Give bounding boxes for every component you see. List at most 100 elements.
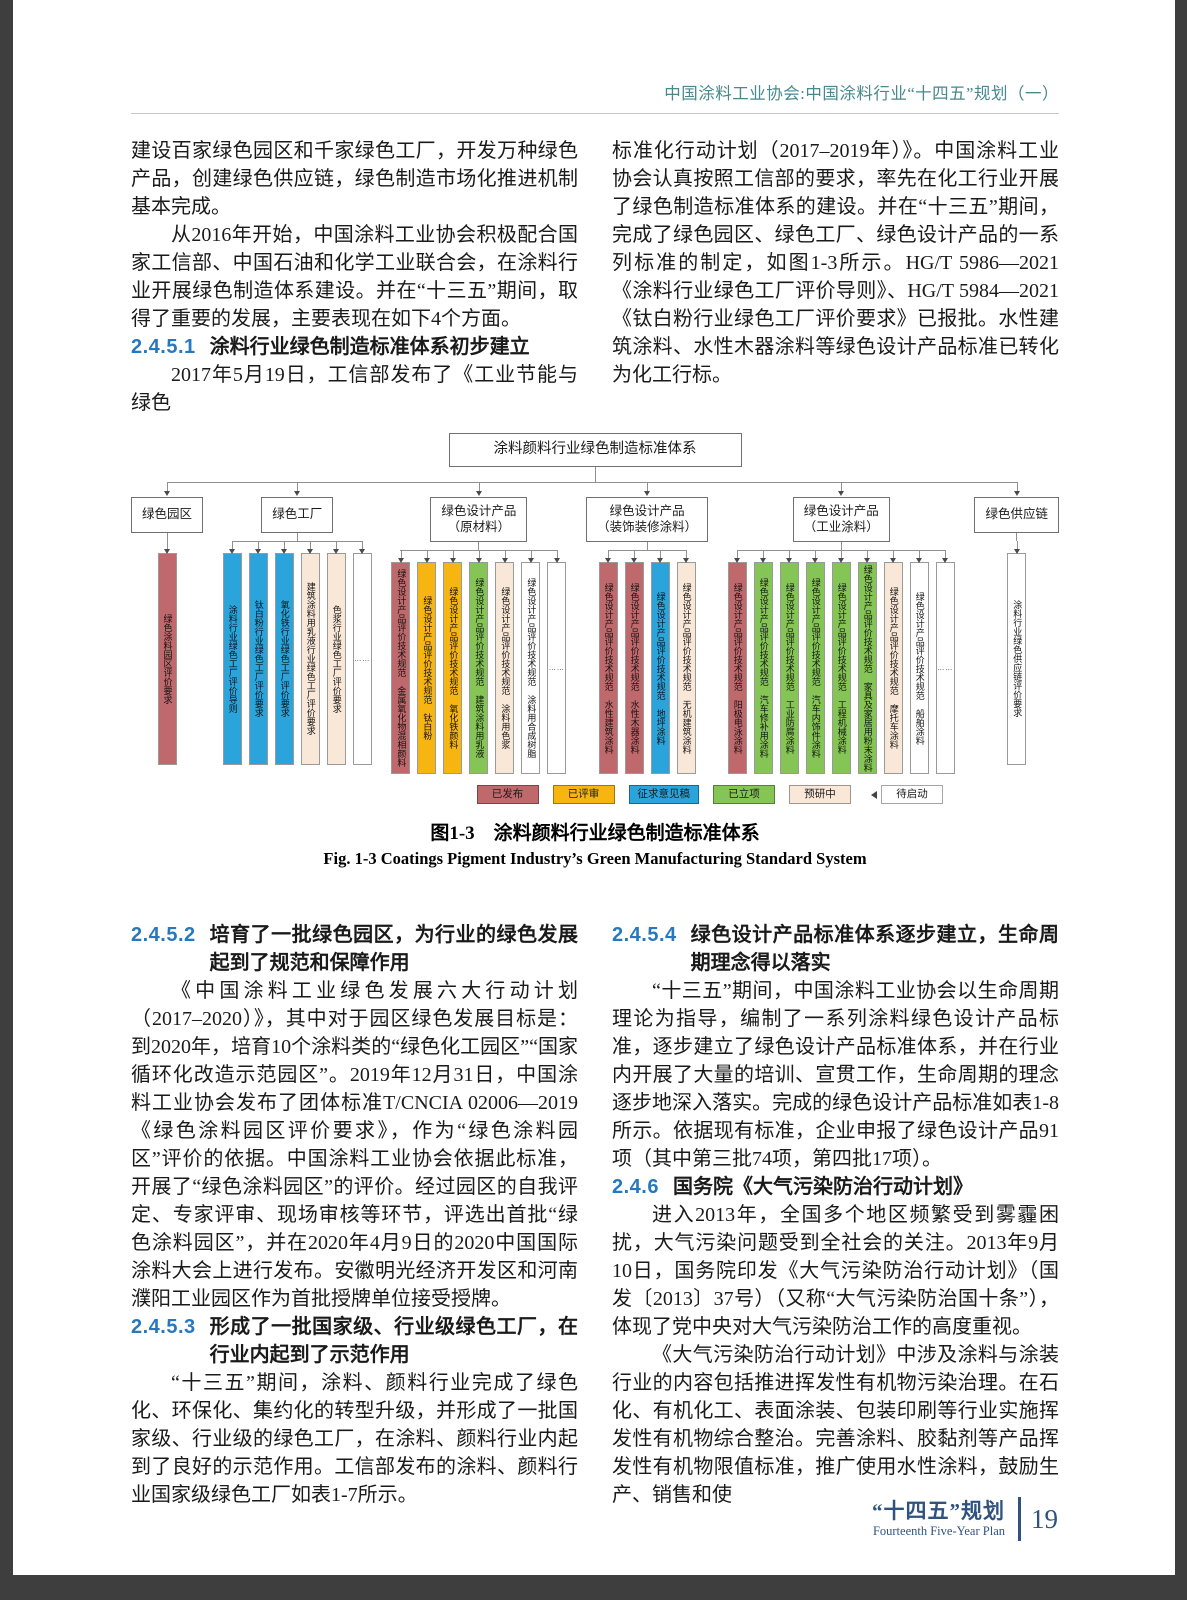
standard-bar-label: 绿色设计产品评价技术规范 工程机械涂料 (836, 582, 847, 754)
bars-connector-line (607, 550, 687, 552)
connector-line (297, 482, 299, 493)
group-connector-stub (646, 542, 648, 551)
figure-group: 绿色园区绿色涂料园区评价要求 (131, 496, 204, 765)
group-connector-stub (840, 542, 842, 551)
section-title: 涂料行业绿色制造标准体系初步建立 (209, 336, 530, 358)
standard-bar: 涂料行业绿色工厂评价导则 (222, 552, 242, 765)
standard-bar-label: 绿色设计产品评价技术规范 摩托车涂料 (888, 587, 899, 750)
standard-bar-label: 涂料行业绿色供应链评价要求 (1012, 600, 1023, 718)
bar-wrap: 绿色涂料园区评价要求 (157, 540, 177, 765)
standard-bar: 绿色设计产品评价技术规范 汽车修补用涂料 (753, 562, 773, 775)
bar-wrap: …… (935, 550, 955, 775)
bar-wrap: 绿色设计产品评价技术规范 涂料用合成树脂 (521, 550, 541, 775)
standard-bar: 绿色设计产品评价技术规范 涂料用合成树脂 (521, 562, 541, 775)
standard-bar: 氧化铁行业绿色工厂评价要求 (274, 552, 294, 765)
standard-bar-label: 钛白粉行业绿色工厂评价要求 (253, 600, 264, 718)
paragraph: 从2016年开始，中国涂料工业协会积极配合国家工信部、中国石油和化学工业联合会，… (131, 224, 578, 330)
bars-row: 涂料行业绿色工厂评价导则 钛白粉行业绿色工厂评价要求 氧化铁行业绿色工厂评价要求 建筑… (222, 540, 372, 765)
standard-bar: 绿色设计产品评价技术规范 钛白粉 (417, 562, 437, 775)
connector-arrow-icon (644, 490, 651, 499)
figure-tree: 涂料颜料行业绿色制造标准体系 绿色园区 绿色涂料园区评价要求 绿色工厂 涂料行业绿色工… (131, 433, 1059, 775)
connector-line (167, 482, 168, 493)
bar-wrap: 钛白粉行业绿色工厂评价要求 (248, 540, 268, 765)
page-content: 中国涂料工业协会:中国涂料行业“十四五”规划（一） 建设百家绿色园区和千家绿色工… (131, 0, 1059, 1509)
ellipsis-placeholder: …… (354, 654, 371, 663)
figure-group: 绿色供应链涂料行业绿色供应链评价要求 (974, 496, 1059, 765)
group-connector-stub (166, 532, 168, 541)
section-heading: 2.4.5.1 涂料行业绿色制造标准体系初步建立 (131, 333, 578, 361)
connector-arrow-icon (475, 490, 482, 499)
group-connector-stub (1016, 532, 1018, 541)
bar-wrap: 绿色设计产品评价技术规范 水性木器涂料 (624, 550, 644, 775)
group-box-label: （原材料） (447, 520, 511, 535)
standard-bar-label: 绿色涂料园区评价要求 (162, 613, 173, 704)
standard-bar-label: 绿色设计产品评价技术规范 家具及家居用粉末涂料 (862, 564, 873, 772)
standard-bar-label: 绿色设计产品评价技术规范 涂料用合成树脂 (526, 578, 537, 759)
connector-line (647, 482, 649, 493)
figure-group: 绿色设计产品 （工业涂料） 绿色设计产品评价技术规范 阳极电泳涂料 绿色设计产品评价技… (727, 496, 955, 775)
standard-bar: …… (547, 562, 567, 775)
bars-row: 绿色设计产品评价技术规范 金属氧化物混相颜料 绿色设计产品评价技术规范 钛白粉 绿色… (391, 550, 567, 775)
connector-arrow-icon (294, 490, 301, 499)
section-title: 国务院《大气污染防治行动计划》 (672, 1176, 973, 1199)
bar-wrap: …… (352, 540, 372, 765)
standard-bar: 绿色设计产品评价技术规范 阳极电泳涂料 (727, 562, 747, 775)
standard-bar-label: 绿色设计产品评价技术规范 钛白粉 (422, 596, 433, 741)
legend-chip: 预研中 (789, 785, 851, 805)
standard-bar: 钛白粉行业绿色工厂评价要求 (248, 552, 268, 765)
standard-bar-label: 绿色设计产品评价技术规范 水性木器涂料 (629, 582, 640, 754)
connector-line (595, 466, 596, 482)
bar-wrap: 建筑涂料用乳液行业绿色工厂评价要求 (300, 540, 320, 765)
standard-bar-label: 绿色设计产品评价技术规范 金属氧化物混相颜料 (396, 569, 407, 768)
group-box-label: 绿色供应链 (985, 507, 1048, 522)
legend-chip: 已评审 (552, 785, 615, 805)
standard-bar: 色浆行业绿色工厂评价要求 (326, 552, 346, 765)
standard-bar-label: 涂料行业绿色工厂评价导则 (227, 604, 238, 713)
bar-wrap: 涂料行业绿色工厂评价导则 (222, 540, 242, 765)
standard-bar-label: 绿色设计产品评价技术规范 建筑涂料用乳液 (474, 578, 485, 759)
figure-group: 绿色工厂涂料行业绿色工厂评价导则 钛白粉行业绿色工厂评价要求 氧化铁行业绿色工厂评价… (222, 496, 372, 765)
bar-wrap: 绿色设计产品评价技术规范 摩托车涂料 (883, 550, 903, 775)
bar-wrap: 绿色设计产品评价技术规范 金属氧化物混相颜料 (391, 550, 411, 775)
connector-line (167, 482, 1017, 483)
bar-wrap: 色浆行业绿色工厂评价要求 (326, 540, 346, 765)
group-box-label: 绿色设计产品 (803, 503, 879, 518)
bars-row: 绿色设计产品评价技术规范 阳极电泳涂料 绿色设计产品评价技术规范 汽车修补用涂料 绿… (727, 550, 955, 775)
standard-bar: 绿色设计产品评价技术规范 金属氧化物混相颜料 (391, 562, 411, 775)
scan-edge-left (0, 0, 13, 1600)
bar-wrap: 绿色设计产品评价技术规范 船舶涂料 (909, 550, 929, 775)
standard-bar-label: 绿色设计产品评价技术规范 氧化铁颜料 (448, 587, 459, 750)
connector-line (478, 482, 480, 493)
section-heading: 2.4.6 国务院《大气污染防治行动计划》 (612, 1173, 1059, 1201)
top-text-columns: 建设百家绿色园区和千家绿色工厂，开发万种绿色产品，创建绿色供应链，绿色制造市场化… (131, 137, 1059, 417)
standard-bar-label: 绿色设计产品评价技术规范 地坪涂料 (655, 591, 666, 745)
bar-wrap: 绿色设计产品评价技术规范 工程机械涂料 (831, 550, 851, 775)
footer-plan-en: Fourteenth Five-Year Plan (872, 1524, 1005, 1538)
group-box: 绿色设计产品 （工业涂料） (792, 496, 890, 543)
standard-bar: 绿色设计产品评价技术规范 建筑涂料用乳液 (469, 562, 489, 775)
standard-bar: 绿色设计产品评价技术规范 汽车内饰件涂料 (805, 562, 825, 775)
standard-bar-label: 绿色设计产品评价技术规范 汽车内饰件涂料 (810, 578, 821, 759)
legend-arrow-icon (867, 790, 877, 799)
bar-wrap: 绿色设计产品评价技术规范 涂料用色浆 (495, 550, 515, 775)
group-box: 绿色园区 (131, 496, 204, 533)
standard-bar-label: 绿色设计产品评价技术规范 无机建筑涂料 (681, 582, 692, 754)
connector-arrow-icon (838, 490, 845, 499)
standard-bar-label: 色浆行业绿色工厂评价要求 (331, 604, 342, 713)
group-connector-stub (296, 532, 298, 541)
figure-group: 绿色设计产品 （原材料） 绿色设计产品评价技术规范 金属氧化物混相颜料 绿色设计产品评… (391, 496, 567, 775)
bar-wrap: 绿色设计产品评价技术规范 阳极电泳涂料 (727, 550, 747, 775)
standard-bar-label: 绿色设计产品评价技术规范 水性建筑涂料 (603, 582, 614, 754)
group-box-label: 绿色工厂 (272, 507, 323, 522)
bar-wrap: 绿色设计产品评价技术规范 汽车内饰件涂料 (805, 550, 825, 775)
standard-bar-label: 绿色设计产品评价技术规范 船舶涂料 (914, 591, 925, 745)
group-box: 绿色供应链 (974, 496, 1059, 533)
section-heading: 2.4.5.2 培育了一批绿色园区，为行业的绿色发展起到了规范和保障作用 (131, 921, 578, 977)
top-column-left: 建设百家绿色园区和千家绿色工厂，开发万种绿色产品，创建绿色供应链，绿色制造市场化… (131, 137, 578, 417)
standard-bar: 涂料行业绿色供应链评价要求 (1007, 552, 1027, 765)
figure-root-wrap: 涂料颜料行业绿色制造标准体系 (131, 433, 1059, 467)
section-number: 2.4.5.3 (131, 1316, 196, 1339)
paragraph: 进入2013年，全国多个地区频繁受到雾霾困扰，大气污染问题受到全社会的关注。20… (612, 1204, 1059, 1339)
standard-bar: …… (935, 562, 955, 775)
figure-caption-cn: 图1-3 涂料颜料行业绿色制造标准体系 (430, 823, 760, 845)
